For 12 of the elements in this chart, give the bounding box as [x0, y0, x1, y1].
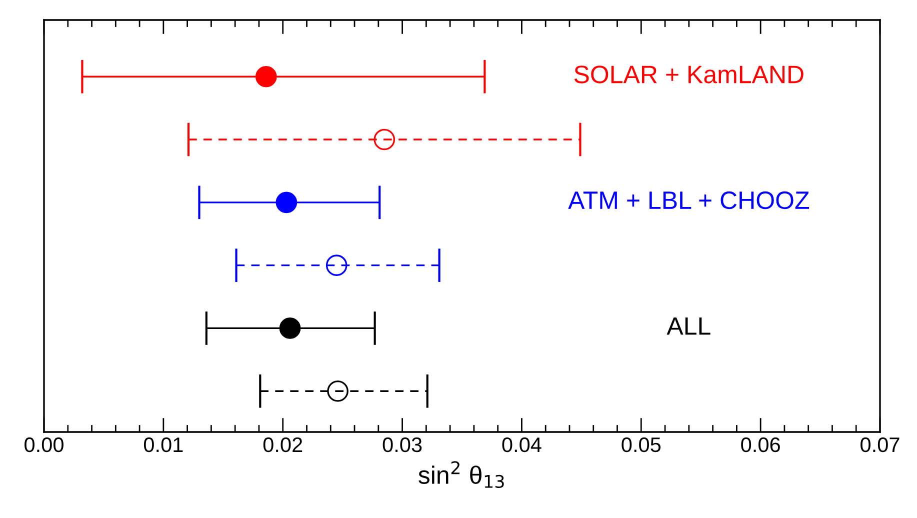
- x-tick-label: 0.06: [741, 437, 780, 452]
- text: SOLAR + KamLAND: [574, 66, 804, 84]
- text: ATM + LBL + CHOOZ: [568, 191, 809, 210]
- x-axis-title: sin$^{2}$ θ$_{13}$: [418, 461, 504, 488]
- x-tick-label: 0.05: [622, 437, 661, 452]
- x-tick-label: 0.02: [263, 437, 302, 452]
- x-tick-label: 0.07: [860, 437, 900, 452]
- x-tick-label: 0.04: [502, 437, 542, 452]
- x-tick-label: 0.01: [144, 437, 183, 452]
- x-tick-label: 0.03: [382, 437, 422, 452]
- text: ALL: [666, 317, 710, 335]
- x-tick-label: 0.00: [24, 437, 64, 452]
